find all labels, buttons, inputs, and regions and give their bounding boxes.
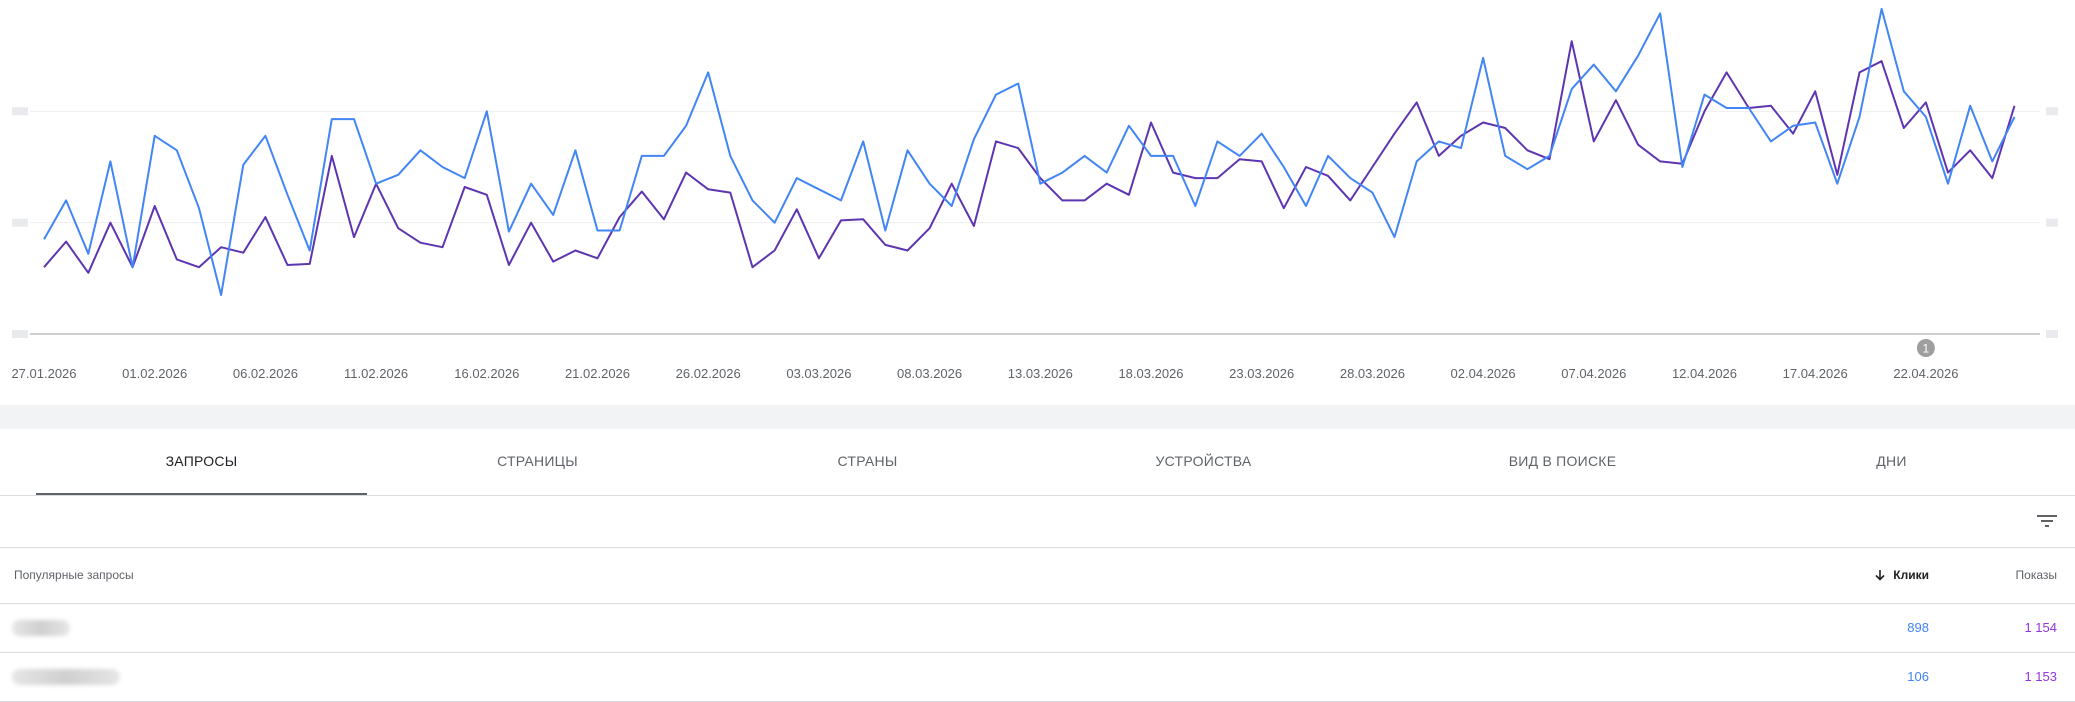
x-tick-label: 03.03.2026 [786, 366, 851, 381]
chart-svg: 27.01.2026 01.02.2026 06.02.2026 11.02.2026… [11, 7, 2058, 381]
row-clicks: 898 [1907, 620, 1929, 635]
tab-queries[interactable]: ЗАПРОСЫ [36, 429, 367, 495]
clicks-line [43, 7, 2016, 296]
right-axis-tick-redacted [2046, 107, 2058, 116]
table-toolbar [0, 495, 2075, 548]
x-tick-label: 08.03.2026 [897, 366, 962, 381]
table-row[interactable]: 106 1 153 [0, 653, 2075, 702]
x-tick-label: 11.02.2026 [344, 366, 408, 381]
impressions-line [43, 40, 2016, 274]
x-tick-label: 07.04.2026 [1561, 366, 1626, 381]
x-tick-label: 16.02.2026 [454, 366, 519, 381]
tab-devices[interactable]: УСТРОЙСТВА [1155, 453, 1252, 469]
tab-days[interactable]: ДНИ [1876, 453, 1907, 469]
table-header: Популярные запросы Клики Показы [0, 547, 2075, 604]
column-header-clicks[interactable]: Клики [1873, 547, 1929, 603]
x-tick-label: 13.03.2026 [1008, 366, 1073, 381]
arrow-down-icon [1875, 570, 1885, 581]
left-axis-tick-redacted [12, 107, 28, 116]
x-tick-label: 23.03.2026 [1229, 366, 1294, 381]
x-tick-label: 27.01.2026 [11, 366, 76, 381]
annotation-label: 1 [1923, 342, 1930, 356]
x-tick-label: 18.03.2026 [1118, 366, 1183, 381]
x-tick-label: 06.02.2026 [233, 366, 298, 381]
query-text-redacted [12, 620, 70, 636]
x-tick-label: 12.04.2026 [1672, 366, 1737, 381]
row-impressions: 1 154 [2024, 620, 2057, 635]
left-axis-tick-redacted [12, 218, 28, 227]
row-clicks: 106 [1907, 669, 1929, 684]
annotation-marker[interactable]: 1 [1916, 339, 1935, 357]
right-axis-tick-redacted [2046, 330, 2058, 338]
column-header-impressions[interactable]: Показы [2015, 568, 2057, 582]
left-axis-tick-redacted [12, 330, 28, 338]
filter-list-icon [2037, 515, 2057, 527]
x-tick-label: 28.03.2026 [1340, 366, 1405, 381]
x-tick-label: 01.02.2026 [122, 366, 187, 381]
x-tick-label: 02.04.2026 [1451, 366, 1516, 381]
x-tick-label: 26.02.2026 [676, 366, 741, 381]
section-divider [0, 405, 2075, 429]
table-row[interactable]: 898 1 154 [0, 604, 2075, 653]
row-impressions: 1 153 [2024, 669, 2057, 684]
tab-countries[interactable]: СТРАНЫ [837, 453, 898, 469]
filter-button[interactable] [2031, 505, 2063, 537]
tab-search-appearance[interactable]: ВИД В ПОИСКЕ [1508, 453, 1617, 469]
query-text-redacted [12, 669, 120, 685]
dimension-tabs: ЗАПРОСЫ СТРАНИЦЫ СТРАНЫ УСТРОЙСТВА ВИД В… [0, 429, 2075, 496]
x-tick-label: 22.04.2026 [1893, 366, 1958, 381]
column-header-queries: Популярные запросы [14, 568, 134, 582]
clicks-header-label: Клики [1893, 568, 1929, 582]
tab-pages[interactable]: СТРАНИЦЫ [497, 453, 578, 469]
x-tick-label: 21.02.2026 [565, 366, 630, 381]
right-axis-tick-redacted [2046, 218, 2058, 227]
performance-chart: 27.01.2026 01.02.2026 06.02.2026 11.02.2026… [11, 7, 2058, 381]
x-tick-label: 17.04.2026 [1783, 366, 1848, 381]
